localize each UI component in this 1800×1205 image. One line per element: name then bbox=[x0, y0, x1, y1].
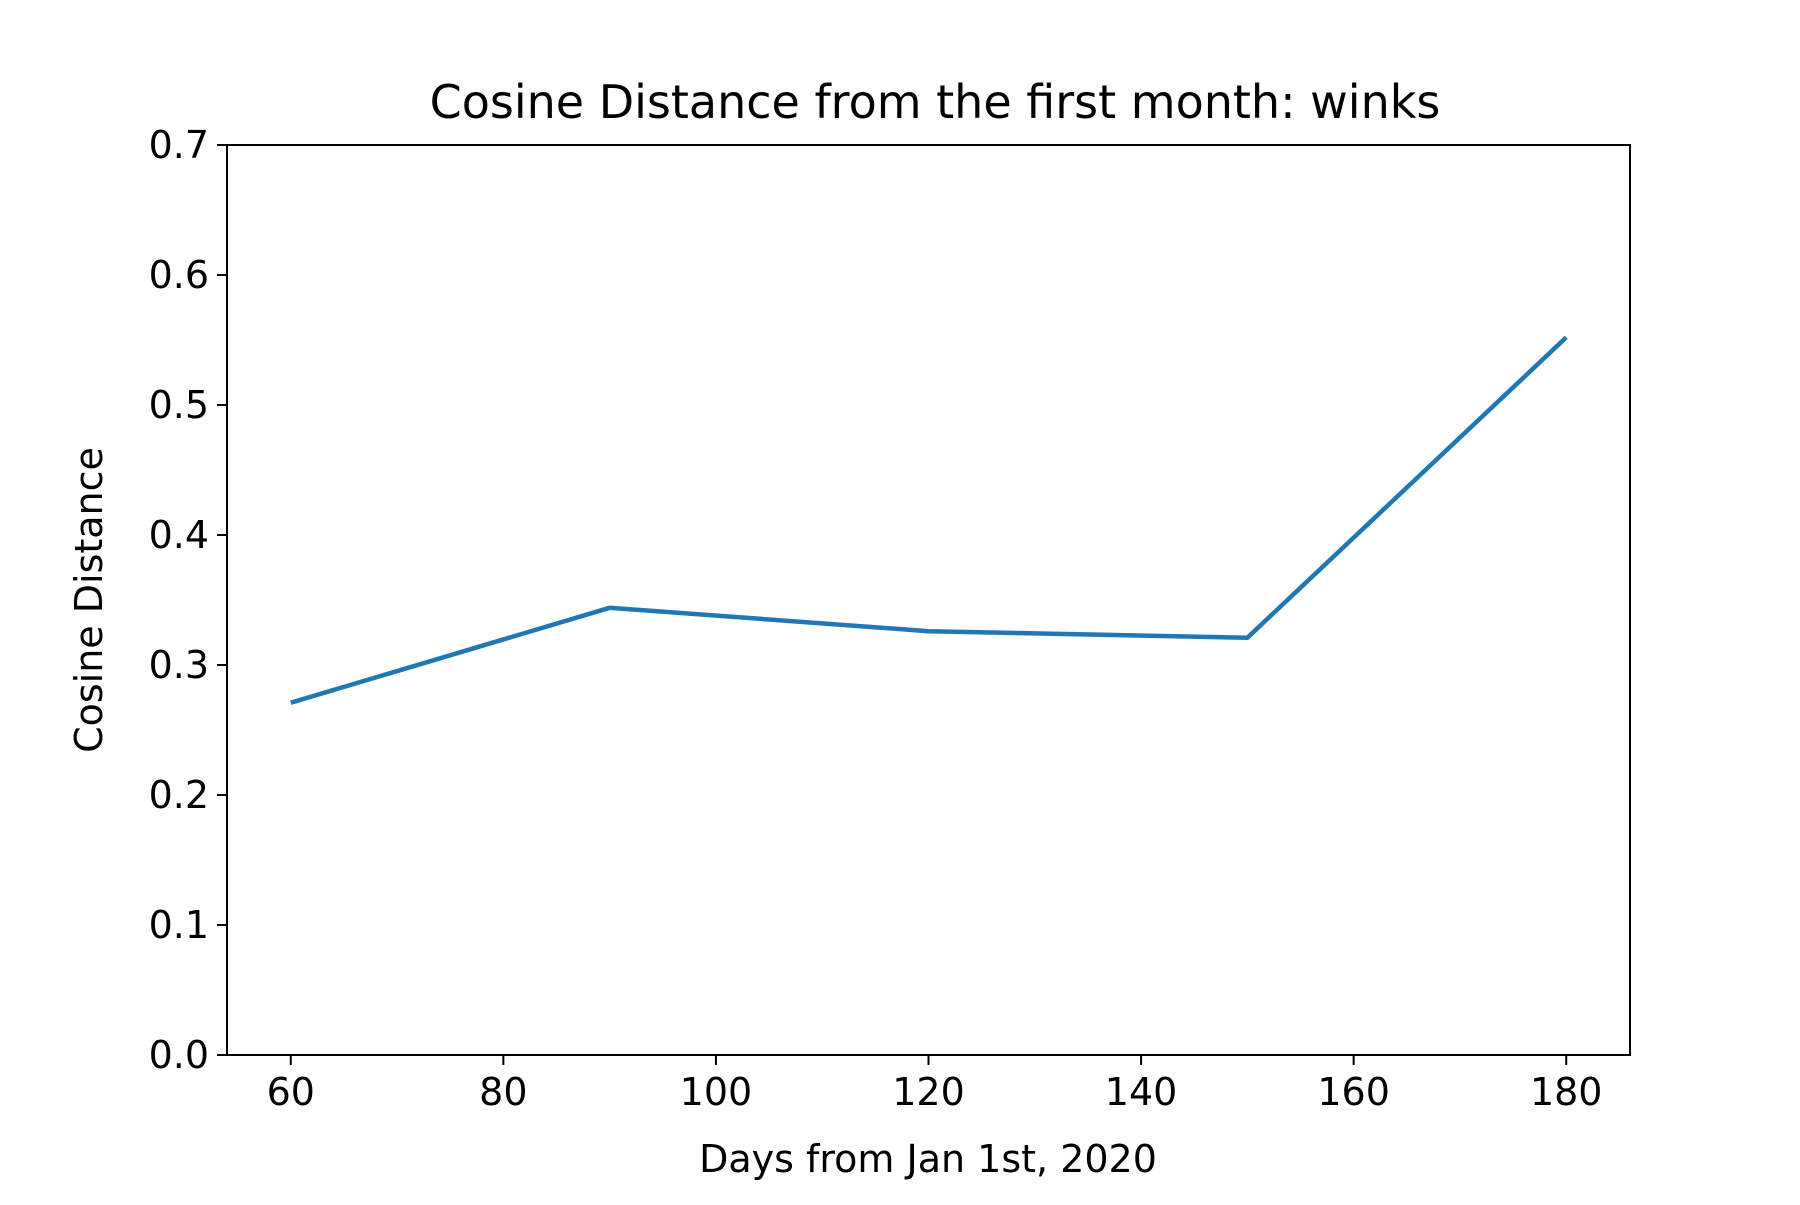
x-tick-label: 160 bbox=[1317, 1070, 1390, 1114]
x-tick-label: 120 bbox=[892, 1070, 965, 1114]
x-tick-label: 60 bbox=[267, 1070, 315, 1114]
y-tick-label: 0.2 bbox=[149, 773, 209, 817]
chart-title: Cosine Distance from the first month: wi… bbox=[430, 75, 1441, 129]
y-tick-label: 0.0 bbox=[149, 1033, 209, 1077]
y-axis-ticks: 0.0 0.1 0.2 0.3 0.4 0.5 0.6 0.7 bbox=[149, 123, 227, 1077]
y-tick-label: 0.5 bbox=[149, 383, 209, 427]
series-layer bbox=[290, 335, 1568, 705]
y-tick-label: 0.6 bbox=[149, 253, 209, 297]
y-tick-label: 0.7 bbox=[149, 123, 209, 167]
x-tick-label: 140 bbox=[1105, 1070, 1178, 1114]
x-axis-label: Days from Jan 1st, 2020 bbox=[699, 1137, 1157, 1181]
y-tick-label: 0.3 bbox=[149, 643, 209, 687]
x-tick-label: 80 bbox=[479, 1070, 527, 1114]
y-tick-label: 0.4 bbox=[149, 513, 209, 557]
y-axis-label: Cosine Distance bbox=[67, 447, 111, 753]
x-axis-ticks: 60 80 100 120 140 160 180 bbox=[267, 1055, 1603, 1114]
plot-area-frame bbox=[226, 144, 1631, 1056]
y-tick-label: 0.1 bbox=[149, 903, 209, 947]
x-tick-label: 180 bbox=[1530, 1070, 1603, 1114]
series-line bbox=[290, 335, 1568, 705]
x-tick-label: 100 bbox=[680, 1070, 753, 1114]
